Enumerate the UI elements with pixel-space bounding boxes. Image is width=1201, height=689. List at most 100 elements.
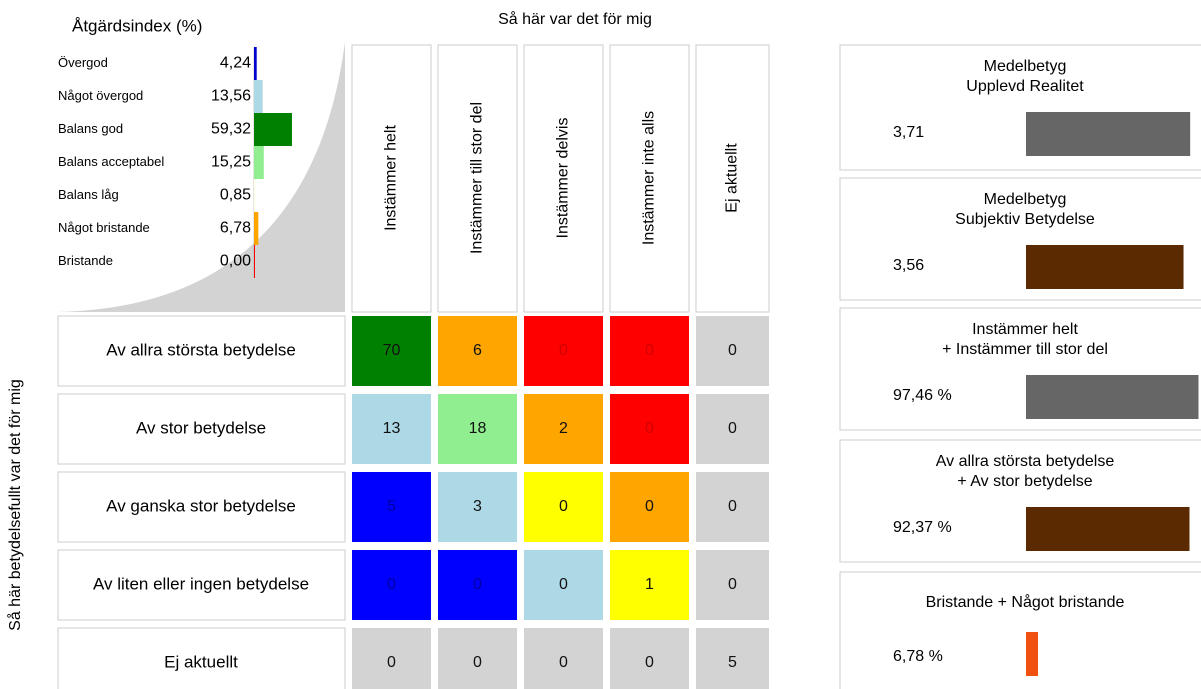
matrix-cell	[438, 316, 517, 386]
column-header-box	[609, 44, 690, 313]
row-header: Av allra största betydelse	[106, 340, 296, 359]
index-label: Något bristande	[58, 220, 150, 235]
index-value: 0,85	[220, 187, 251, 204]
matrix-value: 0	[645, 342, 654, 359]
card-bar	[1026, 112, 1191, 156]
card-title: Subjektiv Betydelse	[955, 211, 1095, 228]
index-label: Balans acceptabel	[58, 154, 164, 169]
matrix-cell	[524, 550, 603, 620]
index-value: 0,00	[220, 253, 251, 270]
index-value: 4,24	[220, 55, 251, 72]
matrix-value: 0	[473, 576, 482, 593]
matrix-cell	[696, 394, 769, 464]
card-bar	[1026, 375, 1199, 419]
matrix-value: 6	[473, 342, 482, 359]
matrix-cell	[524, 472, 603, 542]
column-header-box	[437, 44, 518, 313]
column-header-box	[523, 44, 604, 313]
matrix-value: 0	[645, 420, 654, 437]
card-value: 3,71	[893, 124, 924, 141]
index-label: Övergod	[58, 55, 108, 70]
matrix-value: 18	[469, 420, 487, 437]
matrix-value: 0	[728, 342, 737, 359]
card-title: Bristande + Något bristande	[926, 593, 1125, 611]
matrix-cell	[696, 550, 769, 620]
card-title: + Av stor betydelse	[957, 473, 1092, 490]
index-label: Något övergod	[58, 88, 143, 103]
matrix-value: 5	[387, 498, 396, 515]
row-header-box	[57, 549, 346, 621]
index-bar	[254, 113, 292, 146]
matrix-cell	[696, 316, 769, 386]
index-title: Åtgärdsindex (%)	[72, 16, 202, 35]
matrix-cell	[352, 472, 431, 542]
index-value: 13,56	[211, 88, 251, 105]
matrix-cell	[610, 316, 689, 386]
row-header-box	[57, 315, 346, 387]
matrix-cell	[610, 628, 689, 689]
row-header: Av ganska stor betydelse	[106, 496, 296, 515]
matrix-cell	[352, 628, 431, 689]
card-value: 6,78 %	[893, 648, 943, 665]
index-bar	[254, 245, 255, 278]
matrix-cell	[696, 472, 769, 542]
matrix-cell	[438, 472, 517, 542]
matrix-value: 0	[559, 342, 568, 359]
matrix-cell	[524, 394, 603, 464]
matrix-value: 0	[559, 576, 568, 593]
row-header: Ej aktuellt	[164, 652, 238, 671]
card-title: Av allra största betydelse	[936, 453, 1115, 470]
column-header: Instämmer delvis	[555, 118, 572, 239]
card-title: Medelbetyg	[984, 58, 1067, 75]
card-bar	[1026, 507, 1190, 551]
row-header: Av stor betydelse	[136, 418, 266, 437]
column-header: Ej aktuellt	[724, 143, 741, 213]
card-bar	[1026, 632, 1039, 676]
index-label: Balans låg	[58, 187, 119, 202]
matrix-cell	[438, 394, 517, 464]
matrix-value: 0	[728, 576, 737, 593]
index-label: Balans god	[58, 121, 123, 136]
card-value: 97,46 %	[893, 387, 952, 404]
matrix-cell	[524, 316, 603, 386]
matrix-value: 0	[387, 576, 396, 593]
matrix-value: 5	[728, 654, 737, 671]
index-value: 6,78	[220, 220, 251, 237]
row-header-box	[57, 627, 346, 689]
index-value: 15,25	[211, 154, 251, 171]
matrix-cell	[438, 628, 517, 689]
column-header-box	[351, 44, 432, 313]
card-title: + Instämmer till stor del	[942, 341, 1108, 358]
row-header-box	[57, 471, 346, 543]
index-bar	[254, 80, 263, 113]
card-title: Medelbetyg	[984, 191, 1067, 208]
column-header: Instämmer inte alls	[641, 111, 658, 245]
matrix-cell	[696, 628, 769, 689]
matrix-value: 70	[383, 342, 401, 359]
card-value: 92,37 %	[893, 519, 952, 536]
matrix-cell	[352, 316, 431, 386]
matrix-value: 0	[559, 498, 568, 515]
column-header-box	[695, 44, 770, 313]
matrix-value: 13	[383, 420, 401, 437]
matrix-value: 0	[728, 420, 737, 437]
card-bar	[1026, 245, 1184, 289]
index-bar	[254, 47, 257, 80]
matrix-value: 0	[559, 654, 568, 671]
matrix-cell	[352, 550, 431, 620]
column-header: Instämmer helt	[383, 125, 400, 231]
matrix-value: 0	[645, 654, 654, 671]
row-header: Av liten eller ingen betydelse	[93, 574, 309, 593]
card-title: Instämmer helt	[972, 321, 1078, 338]
card	[839, 571, 1201, 689]
matrix-value: 3	[473, 498, 482, 515]
index-value: 59,32	[211, 121, 251, 138]
matrix-title: Så här var det för mig	[498, 10, 652, 28]
index-bar	[254, 212, 259, 245]
matrix-value: 1	[645, 576, 654, 593]
matrix-ylabel: Så här betydelsefullt var det för mig	[6, 379, 24, 631]
matrix-cell	[524, 628, 603, 689]
row-header-box	[57, 393, 346, 465]
matrix-cell	[610, 472, 689, 542]
